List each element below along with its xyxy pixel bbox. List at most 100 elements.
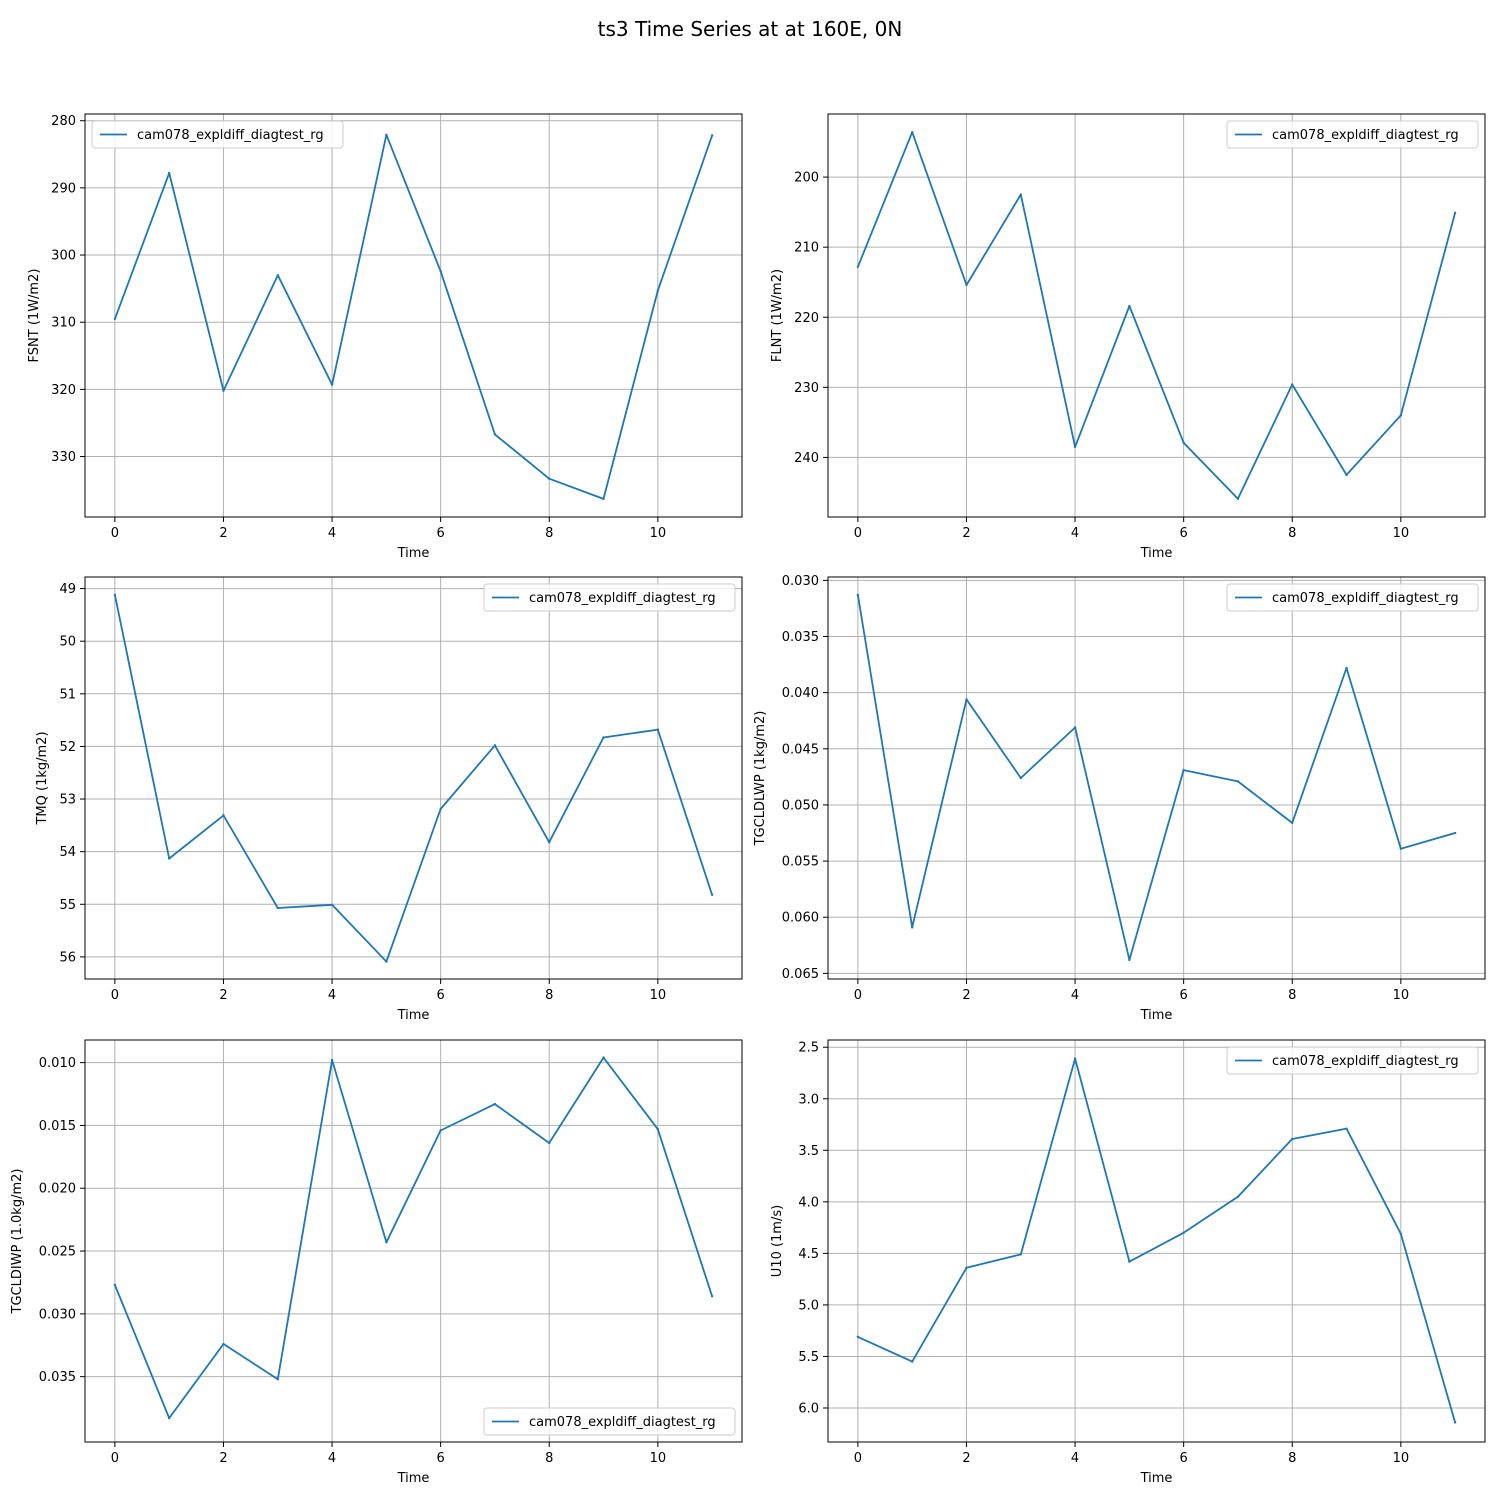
y-tick-label: 53 [59,793,76,808]
y-tick-label: 2.5 [798,1041,819,1056]
subplot-6: 0 2 4 6 8 10 2.5 3.0 3.5 4.0 4.5 5.0 5.5 6.0 Time U10 (… [770,1039,1486,1486]
data-point [276,1377,279,1381]
data-point [1399,1232,1403,1235]
data-point [1345,473,1348,477]
data-point [656,728,660,731]
data-point [167,1416,171,1420]
legend-label: cam078_expldiff_diagtest_rg [1272,128,1459,143]
data-point [1182,441,1185,444]
data-point [222,389,225,392]
y-tick-label: 290 [51,181,76,196]
y-tick-label: 52 [59,740,76,755]
x-tick-label: 2 [219,526,227,541]
subplot-5: 0 2 4 6 8 10 0.010 0.015 0.020 0.025 0.030 0.035 Tim… [10,1039,743,1486]
data-point [1128,1260,1131,1263]
data-point [493,744,497,747]
y-tick-label: 55 [59,898,76,913]
data-point [439,1129,442,1132]
axes-frame [84,113,743,518]
data-point [856,593,860,597]
y-tick-label: 56 [59,950,76,965]
x-tick-label: 10 [650,526,667,541]
data-point [856,265,860,268]
subplot-2: 0 2 4 6 8 10 200 210 220 230 240 Time FLNT (1W/m2) ca… [770,113,1486,561]
y-tick-label: 4.5 [798,1247,819,1262]
data-point [910,926,914,929]
y-tick-label: 320 [51,383,76,398]
data-point [1291,383,1294,386]
data-point [1182,768,1185,772]
y-tick-label: 0.060 [782,911,819,926]
data-point [1399,847,1403,850]
y-tick-label: 0.020 [39,1182,76,1197]
y-tick-label: 6.0 [798,1401,819,1416]
x-tick-label: 8 [545,526,553,541]
data-point [965,1266,968,1270]
x-tick-label: 10 [650,1451,667,1466]
x-tick-label: 4 [328,526,336,541]
x-tick-label: 6 [1180,988,1188,1003]
y-tick-label: 0.010 [39,1056,76,1071]
legend: cam078_expldiff_diagtest_rg [483,583,736,612]
x-axis-label: Time [1140,1008,1173,1023]
x-tick-label: 4 [328,1451,336,1466]
data-point [1453,831,1457,835]
data-point [276,274,279,277]
data-point [1073,726,1077,729]
y-tick-label: 0.040 [782,686,819,701]
data-point [1182,1231,1185,1234]
y-tick-label: 49 [59,582,76,597]
data-point [385,960,388,963]
data-point [1291,1137,1294,1141]
y-tick-label: 0.050 [782,798,819,813]
x-axis-label: Time [397,1471,430,1486]
data-point [602,736,605,739]
data-point [113,317,117,321]
figure-title: ts3 Time Series at at 160E, 0N [598,17,903,41]
x-tick-label: 6 [1180,1451,1188,1466]
y-tick-label: 0.030 [782,574,819,589]
legend-box [1226,1046,1479,1075]
data-point [385,1241,388,1244]
y-tick-label: 54 [59,845,76,860]
data-point [656,1127,660,1131]
y-tick-label: 230 [794,381,819,396]
legend-label: cam078_expldiff_diagtest_rg [1272,1054,1459,1069]
data-point [1019,1253,1022,1256]
data-point [1128,304,1131,308]
data-point [439,807,442,811]
data-point [1291,821,1294,825]
data-point [1236,1195,1240,1198]
series-line [857,1057,1456,1423]
legend: cam078_expldiff_diagtest_rg [1226,1046,1479,1075]
y-axis-label: FSNT (1W/m2) [27,269,42,363]
data-point [222,1342,225,1346]
x-tick-label: 4 [328,988,336,1003]
x-tick-label: 0 [111,526,119,541]
series-line [114,594,713,963]
x-tick-label: 6 [437,988,445,1003]
x-tick-label: 0 [111,988,119,1003]
y-tick-label: 3.5 [798,1144,819,1159]
data-point [439,269,442,273]
x-tick-label: 8 [1288,526,1296,541]
y-tick-label: 0.035 [39,1370,76,1385]
y-axis-label: TMQ (1kg/m2) [35,731,50,825]
data-point [965,698,968,701]
legend-label: cam078_expldiff_diagtest_rg [529,591,716,606]
y-tick-label: 0.065 [782,967,819,982]
x-tick-label: 8 [1288,988,1296,1003]
y-tick-label: 4.0 [798,1195,819,1210]
legend-box [1226,120,1479,149]
axes-frame [827,113,1486,518]
y-tick-label: 280 [51,114,76,129]
series-line [857,131,1456,500]
x-tick-label: 2 [962,988,970,1003]
x-tick-label: 4 [1071,526,1079,541]
data-point [910,131,914,134]
legend-box [483,1407,736,1436]
data-point [1453,211,1457,215]
y-tick-label: 330 [51,450,76,465]
legend-box [483,583,736,612]
